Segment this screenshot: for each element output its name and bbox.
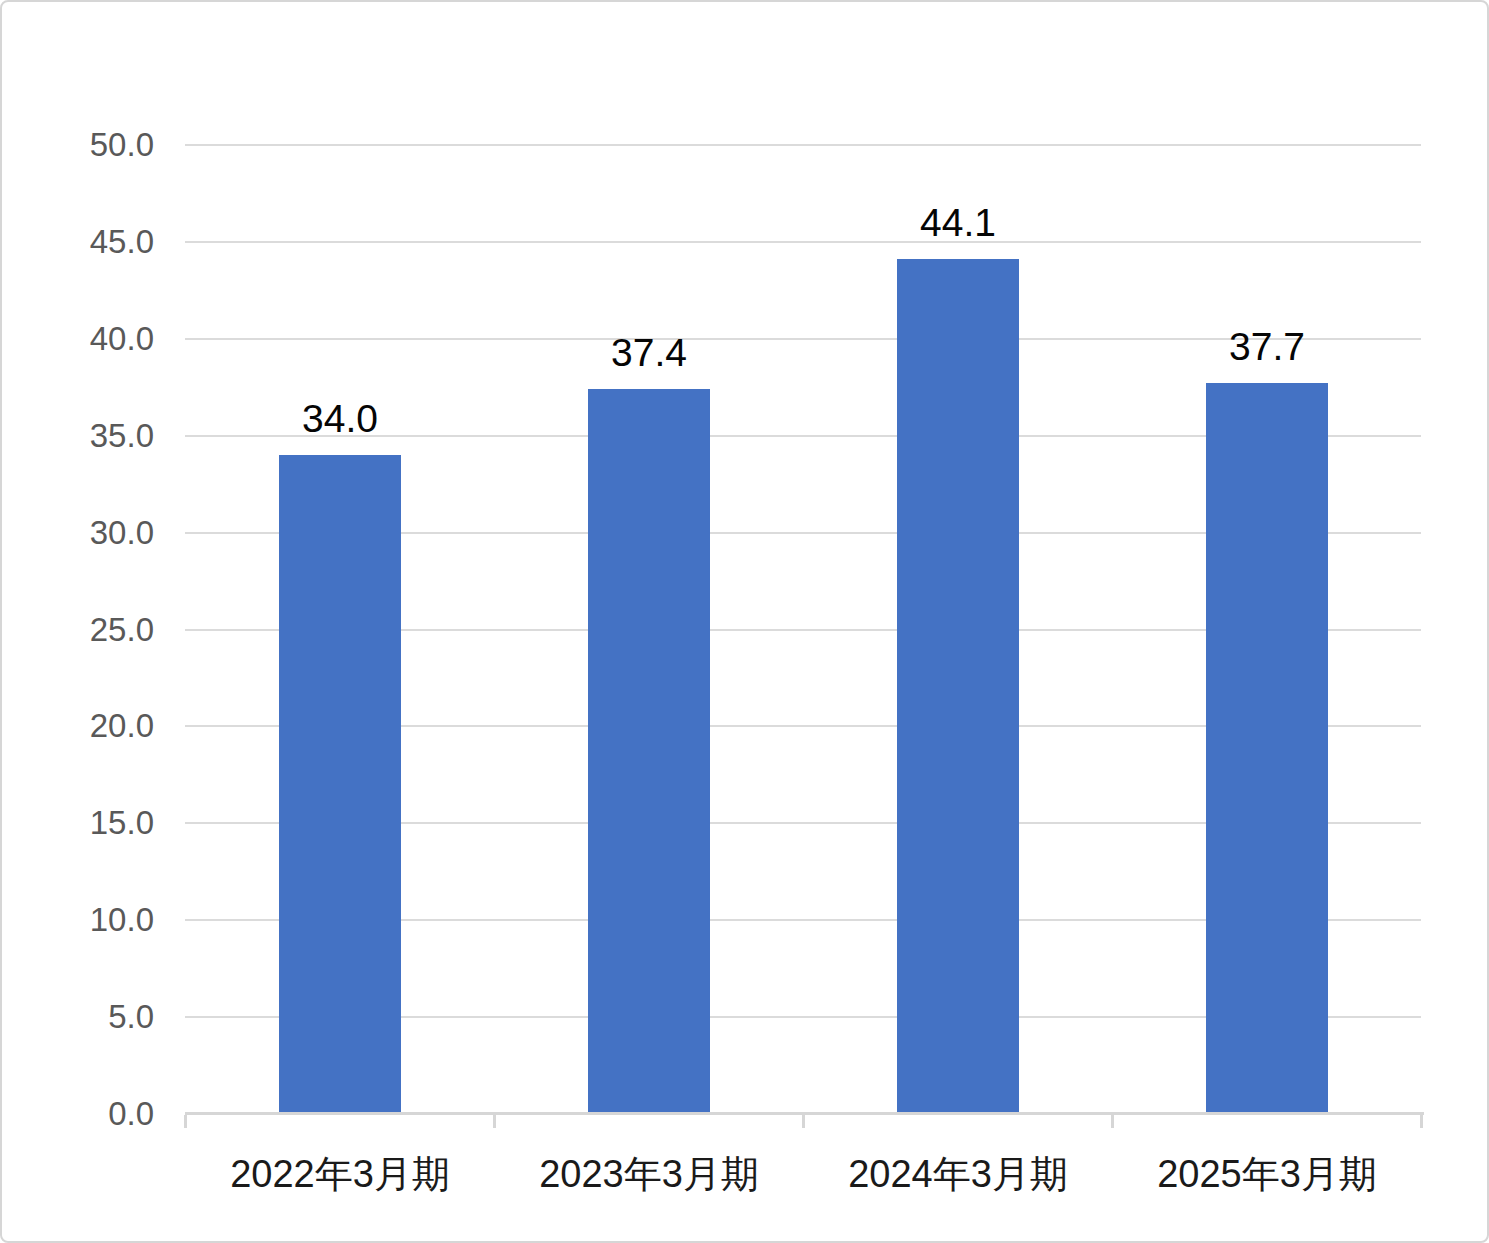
y-axis-label: 35.0	[24, 416, 154, 456]
bar-value-label: 37.4	[499, 331, 799, 375]
axis-tick	[802, 1115, 805, 1128]
y-axis-label: 25.0	[24, 610, 154, 650]
gridline	[185, 241, 1421, 243]
bar	[897, 259, 1019, 1113]
axis-tick	[493, 1115, 496, 1128]
y-axis-label: 5.0	[24, 997, 154, 1037]
y-axis-label: 50.0	[24, 125, 154, 165]
y-axis-label: 0.0	[24, 1094, 154, 1134]
chart-frame: 0.0 5.0 10.0 15.0 20.0 25.0 30.0 35.0 40.0 45.0 50…	[0, 0, 1489, 1243]
bar	[1206, 383, 1328, 1113]
y-axis-label: 45.0	[24, 222, 154, 262]
y-axis-label: 30.0	[24, 513, 154, 553]
y-axis-label: 15.0	[24, 803, 154, 843]
axis-tick	[1420, 1115, 1423, 1128]
gridline	[185, 144, 1421, 146]
bar-chart: 0.0 5.0 10.0 15.0 20.0 25.0 30.0 35.0 40.0 45.0 50…	[2, 2, 1487, 1241]
y-axis-label: 20.0	[24, 706, 154, 746]
y-axis-label: 10.0	[24, 900, 154, 940]
x-axis-label: 2025年3月期	[1067, 1150, 1467, 1198]
bar-value-label: 44.1	[808, 201, 1108, 245]
bar	[588, 389, 710, 1113]
bar-value-label: 37.7	[1117, 325, 1417, 369]
bar	[279, 455, 401, 1113]
axis-tick	[1111, 1115, 1114, 1128]
bar-value-label: 34.0	[190, 397, 490, 441]
axis-tick	[184, 1115, 187, 1128]
y-axis-label: 40.0	[24, 319, 154, 359]
